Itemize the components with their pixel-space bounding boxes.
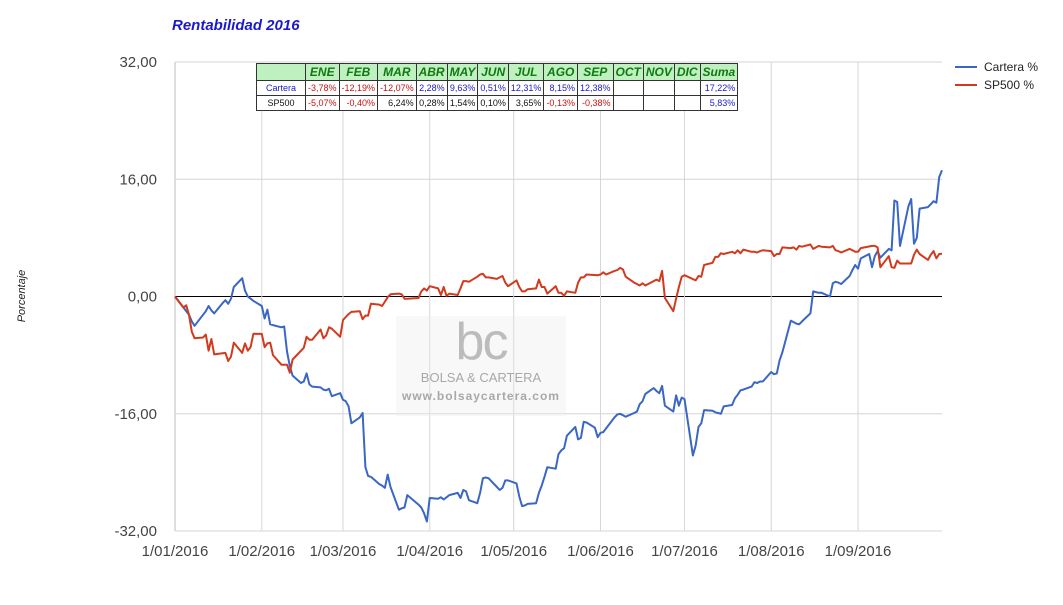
gridlines (174, 61, 942, 532)
table-cell: 3,65% (507, 95, 545, 111)
series-lines (174, 169, 943, 523)
x-tick-label: 1/06/2016 (567, 543, 634, 560)
y-tick-label: 16,00 (119, 171, 157, 188)
legend-label: SP500 % (984, 78, 1034, 92)
y-tick-label: -32,00 (114, 523, 157, 540)
table-cell: 0,28% (415, 95, 448, 111)
y-tick-label: 0,00 (128, 289, 157, 306)
x-tick-label: 1/04/2016 (396, 543, 463, 560)
table-row: Cartera -3,78% -12,19% -12,07% 2,28% 9,63% 0,5… (256, 80, 739, 96)
table-header-cell: Suma (699, 63, 739, 81)
table-cell: 0,51% (477, 80, 509, 96)
table-header-row: ENE FEB MAR ABR MAY JUN JUL AGO SEP OCT NOV DIC Suma (256, 63, 739, 81)
x-tick-label: 1/08/2016 (738, 543, 805, 560)
table-cell: -12,19% (338, 80, 379, 96)
table-cell (642, 95, 675, 111)
table-cell: 5,83% (699, 95, 739, 111)
table-cell: 0,10% (477, 95, 509, 111)
table-header-cell: NOV (642, 63, 675, 81)
table-header-cell: DIC (673, 63, 701, 81)
table-cell (673, 80, 701, 96)
table-row: SP500 -5,07% -0,40% 6,24% 0,28% 1,54% 0,10% 3,6… (256, 95, 739, 111)
chart-title: Rentabilidad 2016 (172, 17, 300, 34)
table-row-label: SP500 (256, 95, 306, 111)
table-cell: 8,15% (543, 80, 578, 96)
table-cell: -3,78% (305, 80, 340, 96)
watermark-name: BOLSA & CARTERA (420, 370, 542, 385)
table-header-cell: FEB (338, 63, 379, 81)
table-header-cell: JUN (477, 63, 509, 81)
watermark-logo: bc (455, 313, 509, 371)
table-cell: 1,54% (446, 95, 479, 111)
table-cell: -0,13% (543, 95, 578, 111)
x-tick-label: 1/03/2016 (310, 543, 377, 560)
table-cell (612, 95, 644, 111)
legend: Cartera % SP500 % (955, 60, 1038, 92)
series-line-cartera (174, 169, 943, 523)
table-header-cell: ENE (305, 63, 340, 81)
table-header-cell: MAR (377, 63, 417, 81)
table-cell: -12,07% (377, 80, 417, 96)
table-cell: -5,07% (305, 95, 340, 111)
y-tick-label: -16,00 (114, 406, 157, 423)
y-tick-labels: 32,00 16,00 0,00 -16,00 -32,00 (114, 54, 157, 540)
table-cell: -0,38% (576, 95, 614, 111)
watermark-url: www.bolsaycartera.com (402, 389, 560, 403)
table-cell: 12,38% (576, 80, 614, 96)
series-line-sp500 (174, 243, 943, 374)
x-tick-label: 1/09/2016 (825, 543, 892, 560)
table-header-cell: ABR (415, 63, 448, 81)
x-tick-labels: 1/01/2016 1/02/2016 1/03/2016 1/04/2016 1/05… (142, 543, 892, 560)
table-cell: 12,31% (507, 80, 545, 96)
x-tick-label: 1/07/2016 (651, 543, 718, 560)
monthly-returns-table: ENE FEB MAR ABR MAY JUN JUL AGO SEP OCT NOV DIC Suma… (256, 63, 739, 111)
table-header-cell: SEP (576, 63, 614, 81)
table-cell (642, 80, 675, 96)
table-row-label: Cartera (256, 80, 306, 96)
x-tick-label: 1/01/2016 (142, 543, 209, 560)
table-cell (673, 95, 701, 111)
table-corner (256, 63, 306, 81)
table-cell: -0,40% (338, 95, 379, 111)
table-header-cell: AGO (543, 63, 578, 81)
table-cell: 17,22% (699, 80, 739, 96)
x-tick-label: 1/05/2016 (480, 543, 547, 560)
table-cell: 2,28% (415, 80, 448, 96)
table-cell (612, 80, 644, 96)
watermark: bc BOLSA & CARTERA www.bolsaycartera.com (396, 316, 566, 416)
table-cell: 6,24% (377, 95, 417, 111)
table-header-cell: OCT (612, 63, 644, 81)
y-tick-label: 32,00 (119, 54, 157, 71)
table-header-cell: JUL (507, 63, 545, 81)
x-tick-label: 1/02/2016 (228, 543, 295, 560)
table-cell: 9,63% (446, 80, 479, 96)
table-body: Cartera -3,78% -12,19% -12,07% 2,28% 9,63% 0,5… (256, 80, 739, 111)
legend-label: Cartera % (984, 60, 1038, 74)
table-header-cell: MAY (446, 63, 479, 81)
